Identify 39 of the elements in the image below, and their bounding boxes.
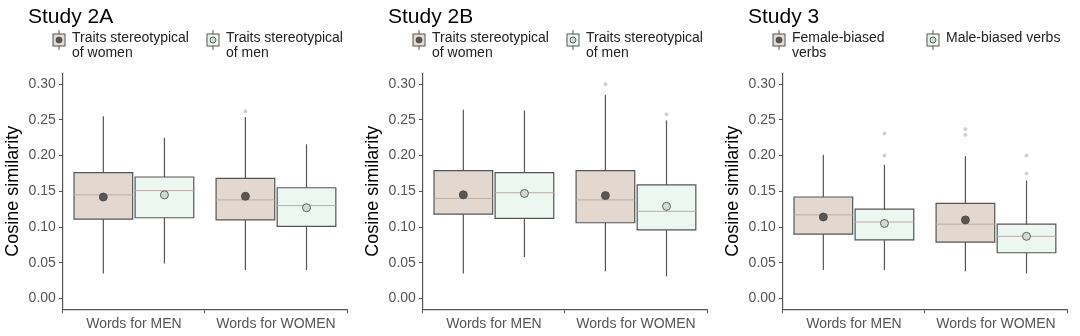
x-tick-label: Words for MEN: [446, 315, 542, 332]
x-tick-label: Words for WOMEN: [216, 315, 336, 332]
legend-label: Female-biased verbs: [792, 29, 886, 60]
y-tick-label: 0.00: [28, 289, 57, 306]
x-tick-label: Words for MEN: [86, 315, 182, 332]
y-tick-label: 0.05: [28, 253, 57, 270]
x-tick-label: Words for WOMEN: [576, 315, 696, 332]
y-axis-title: Cosine similarity: [1, 125, 22, 257]
y-tick-label: 0.30: [388, 74, 417, 91]
y-axis-title: Cosine similarity: [361, 125, 382, 257]
y-tick-label: 0.25: [388, 110, 417, 127]
legend-label: Traits stereotypical of women: [72, 29, 190, 60]
y-tick-label: 0.00: [748, 289, 777, 306]
y-tick-label: 0.10: [748, 217, 777, 234]
y-tick-label: 0.05: [388, 253, 417, 270]
y-tick-label: 0.20: [748, 146, 777, 163]
y-tick-label: 0.20: [388, 146, 417, 163]
legend-label: Traits stereotypical of men: [226, 29, 344, 60]
x-tick-label: Words for MEN: [806, 315, 902, 332]
y-tick-label: 0.25: [28, 110, 57, 127]
x-tick-label: Words for WOMEN: [936, 315, 1056, 332]
y-tick-label: 0.05: [748, 253, 777, 270]
legend-label: Traits stereotypical of women: [432, 29, 550, 60]
y-tick-label: 0.20: [28, 146, 57, 163]
chart-title: Study 2B: [388, 4, 474, 28]
legend-label: Male-biased verbs: [946, 29, 1061, 45]
y-tick-label: 0.10: [388, 217, 417, 234]
y-tick-label: 0.25: [748, 110, 777, 127]
y-tick-label: 0.15: [748, 182, 777, 199]
y-axis-title: Cosine similarity: [721, 125, 742, 257]
y-tick-label: 0.30: [748, 74, 777, 91]
y-tick-label: 0.30: [28, 74, 57, 91]
chart-title: Study 3: [748, 4, 820, 28]
legend-label: Traits stereotypical of men: [586, 29, 704, 60]
y-tick-label: 0.10: [28, 217, 57, 234]
y-tick-label: 0.15: [28, 182, 57, 199]
chart-title: Study 2A: [28, 4, 114, 28]
y-tick-label: 0.00: [388, 289, 417, 306]
y-tick-label: 0.15: [388, 182, 417, 199]
